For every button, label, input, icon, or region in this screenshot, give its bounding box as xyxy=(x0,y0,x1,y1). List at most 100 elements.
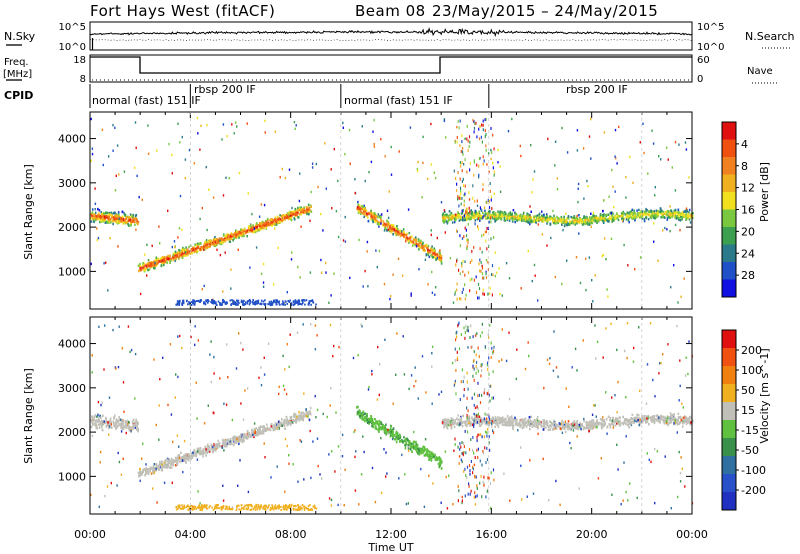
power-noise-cell xyxy=(537,223,539,226)
power-near-cell xyxy=(243,304,245,306)
power-cell xyxy=(100,211,102,214)
power-cell xyxy=(412,241,415,244)
power-cell xyxy=(362,205,364,208)
power-cell xyxy=(519,214,521,218)
power-noise-cell xyxy=(146,243,148,246)
power-cell xyxy=(538,212,541,215)
power-streak-cell xyxy=(458,126,460,130)
power-cell xyxy=(645,216,647,219)
power-cell xyxy=(143,268,145,271)
power-noise-cell xyxy=(673,264,675,267)
power-noise-cell xyxy=(519,144,521,148)
power-cell xyxy=(526,212,528,215)
power-near-cell xyxy=(271,301,274,304)
power-streak-cell xyxy=(490,237,492,241)
power-cell xyxy=(518,218,520,222)
power-cell xyxy=(393,225,395,228)
power-near-cell xyxy=(301,299,303,302)
power-cell xyxy=(286,214,288,217)
power-noise-cell xyxy=(116,144,119,147)
power-near-cell xyxy=(232,301,234,304)
power-cell xyxy=(310,205,312,208)
power-noise-cell xyxy=(495,271,498,274)
power-cell xyxy=(622,210,624,214)
power-cell xyxy=(476,213,478,216)
power-noise-cell xyxy=(135,146,137,149)
power-near-cell xyxy=(221,303,223,306)
power-cell xyxy=(525,216,528,219)
power-cell xyxy=(109,221,112,224)
power-streak-cell xyxy=(469,289,471,293)
power-noise-cell xyxy=(228,176,230,180)
power-cell xyxy=(125,217,127,220)
power-cell xyxy=(127,218,130,221)
power-noise-cell xyxy=(554,140,557,143)
power-streak-cell xyxy=(455,263,457,267)
power-cell xyxy=(303,206,305,209)
power-cell xyxy=(425,243,428,247)
power-cell xyxy=(206,244,208,247)
power-near-cell xyxy=(181,302,183,305)
power-cell xyxy=(299,209,302,212)
power-noise-cell xyxy=(389,297,391,301)
power-cell xyxy=(520,218,522,221)
power-cell xyxy=(581,218,583,221)
power-cell xyxy=(90,217,92,220)
power-cell xyxy=(608,217,610,220)
power-noise-cell xyxy=(566,151,569,154)
power-cell xyxy=(230,235,232,238)
power-cell xyxy=(240,232,242,235)
power-streak-cell xyxy=(462,287,464,291)
power-cell xyxy=(559,218,562,222)
power-streak-cell xyxy=(493,235,495,239)
power-noise-cell xyxy=(579,281,582,285)
power-cell xyxy=(112,222,114,226)
power-cell xyxy=(123,221,126,224)
power-noise-cell xyxy=(490,157,492,161)
power-cell xyxy=(677,208,680,211)
power-streak-cell xyxy=(479,206,481,210)
power-cell xyxy=(575,216,578,220)
power-cell xyxy=(209,244,211,248)
power-near-cell xyxy=(179,300,181,303)
power-near-cell xyxy=(207,300,210,303)
power-cell xyxy=(530,210,532,213)
power-near-cell xyxy=(190,301,193,304)
power-noise-cell xyxy=(91,152,94,156)
power-noise-cell xyxy=(444,231,446,234)
power-noise-cell xyxy=(590,157,592,160)
power-cell xyxy=(366,212,368,215)
power-cell xyxy=(399,232,401,235)
power-near-cell xyxy=(252,302,254,305)
power-cell xyxy=(248,230,251,233)
power-cell xyxy=(100,215,103,218)
power-cell xyxy=(406,236,408,240)
power-cell xyxy=(674,216,676,219)
power-streak-cell xyxy=(479,137,481,141)
power-noise-cell xyxy=(109,237,111,240)
power-near-cell xyxy=(254,303,257,306)
power-noise-cell xyxy=(221,138,223,141)
power-cell xyxy=(529,218,531,221)
power-cell xyxy=(248,226,251,230)
power-cell xyxy=(134,216,137,219)
power-cell xyxy=(621,217,623,220)
power-near-cell xyxy=(245,301,247,304)
power-cell xyxy=(209,239,211,242)
power-cell xyxy=(377,215,379,219)
power-noise-cell xyxy=(499,165,501,168)
power-noise-cell xyxy=(114,189,117,192)
power-cell xyxy=(411,244,414,247)
power-near-cell xyxy=(213,302,215,304)
power-cell xyxy=(359,207,361,210)
power-cell xyxy=(562,221,565,224)
power-cell xyxy=(594,220,597,223)
power-cell xyxy=(628,221,630,224)
power-cell xyxy=(440,257,443,260)
power-streak-cell xyxy=(479,269,481,273)
power-cell xyxy=(210,241,212,244)
power-noise-cell xyxy=(118,217,120,220)
power-streak-cell xyxy=(462,259,464,263)
power-cell xyxy=(253,230,255,234)
power-streak-cell xyxy=(456,189,458,193)
